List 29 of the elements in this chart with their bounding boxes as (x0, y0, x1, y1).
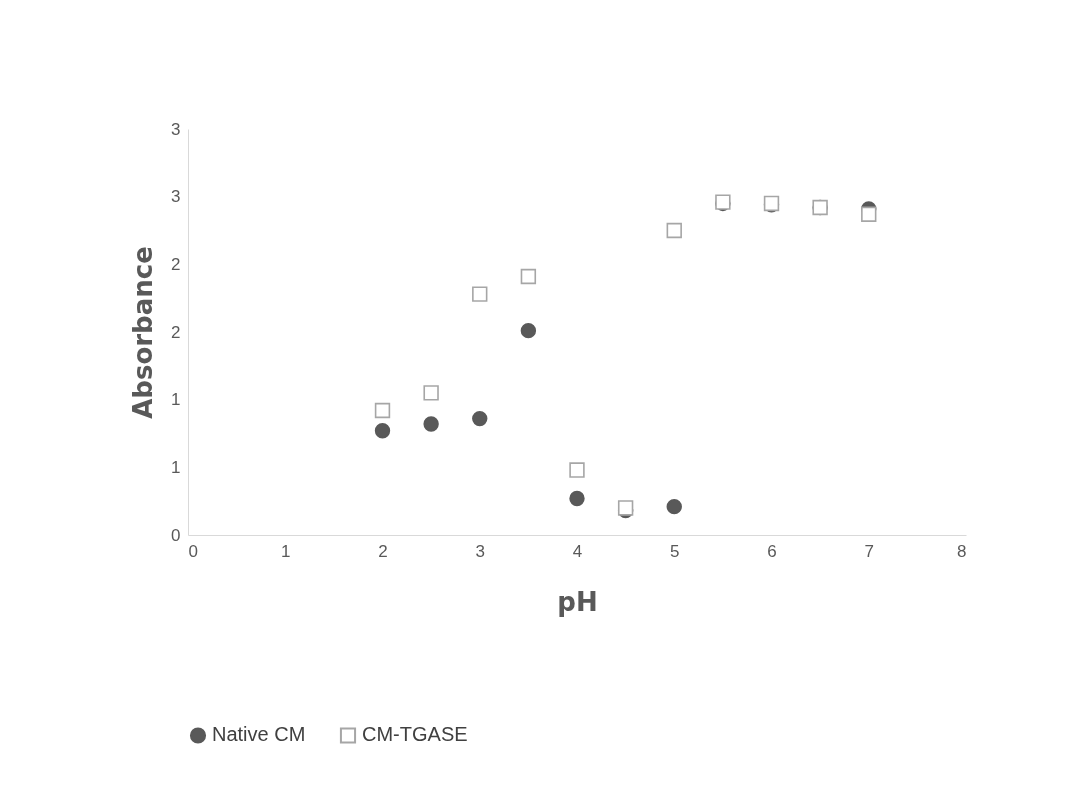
legend-label: CM-TGASE (362, 723, 468, 746)
y-tick-label: 3 (171, 119, 181, 139)
y-axis-title: Absorbance (128, 246, 159, 419)
point (520, 322, 537, 339)
point (666, 498, 682, 515)
y-tick-label: 3 (171, 187, 181, 207)
point (520, 268, 537, 285)
x-tick-label: 3 (475, 541, 485, 561)
point (374, 423, 391, 439)
x-tick-label: 1 (281, 541, 291, 561)
point (374, 402, 391, 419)
x-tick-label: 2 (378, 541, 388, 561)
x-tick-label: 7 (864, 541, 874, 561)
x-tick-label: 5 (670, 541, 680, 561)
x-tick-label: 0 (188, 541, 198, 561)
y-tick-label: 0 (171, 525, 181, 545)
y-tick-label: 2 (171, 254, 181, 274)
point (569, 490, 585, 507)
x-tick-label: 4 (572, 541, 583, 561)
x-axis-title: pH (557, 586, 598, 617)
x-tick-label: 8 (957, 541, 967, 561)
legend-label: Native CM (212, 723, 306, 746)
y-tick-label: 1 (171, 390, 181, 410)
x-tick-label: 6 (767, 541, 777, 561)
point (423, 416, 439, 432)
y-tick-label: 1 (171, 457, 181, 477)
point (861, 206, 877, 222)
point (472, 410, 488, 427)
y-tick-label: 2 (171, 322, 181, 342)
